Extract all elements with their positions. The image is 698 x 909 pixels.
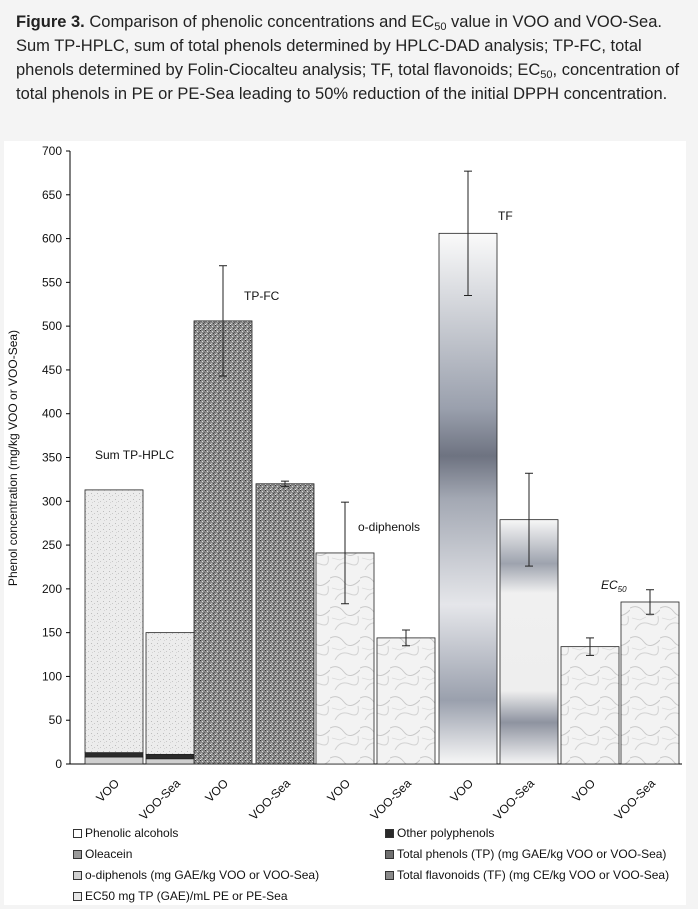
y-tick-label: 600 (42, 232, 62, 246)
caption-text-2: value in VOO and VOO-Sea. (446, 13, 662, 31)
y-tick-label: 700 (42, 144, 62, 158)
y-tick-label: 300 (42, 494, 62, 508)
legend-swatch (73, 828, 82, 838)
legend-swatch (73, 849, 82, 859)
bar (620, 601, 680, 765)
y-tick-label: 250 (42, 538, 62, 552)
caption-sub-2: 50 (540, 69, 553, 81)
legend-item: Total flavonoids (TF) (mg CE/kg VOO or V… (385, 868, 669, 882)
bar-segment (84, 756, 144, 765)
group-label: o-diphenols (358, 520, 420, 534)
bar-segment (84, 489, 144, 754)
y-tick-label: 650 (42, 188, 62, 202)
legend-item: Oleacein (73, 847, 132, 861)
y-tick-label: 100 (42, 669, 62, 683)
legend-item: EC50 mg TP (GAE)/mL PE or PE-Sea (73, 889, 288, 903)
legend-swatch (385, 828, 394, 838)
bar (560, 646, 620, 765)
legend-item: Total phenols (TP) (mg GAE/kg VOO or VOO… (385, 847, 666, 861)
legend-label: Oleacein (85, 847, 133, 861)
bar (255, 483, 315, 765)
y-tick-label: 0 (55, 757, 62, 771)
figure-caption: Figure 3. Comparison of phenolic concent… (16, 10, 686, 106)
legend-swatch (385, 849, 394, 859)
group-label: EC50 (601, 578, 627, 594)
y-tick-label: 400 (42, 407, 62, 421)
y-tick-label: 500 (42, 319, 62, 333)
legend-label: Other polyphenols (397, 826, 495, 840)
y-axis-label: Phenol concentration (mg/kg VOO or VOO-S… (6, 330, 20, 586)
legend-swatch (73, 891, 82, 901)
figure-label: Figure 3. (16, 13, 85, 31)
caption-sub-1: 50 (434, 21, 447, 33)
group-label: TF (498, 209, 513, 223)
y-tick-label: 150 (42, 626, 62, 640)
caption-text-4: , concentration of total phenols in PE o… (16, 61, 680, 103)
group-label: TP-FC (244, 289, 280, 303)
legend-swatch (385, 870, 394, 880)
y-tick-label: 550 (42, 275, 62, 289)
caption-text-3: Sum TP-HPLC, sum of total phenols determ… (16, 37, 642, 79)
y-tick-label: 450 (42, 363, 62, 377)
legend-label: Phenolic alcohols (85, 826, 179, 840)
bar-segment (84, 752, 144, 758)
legend-label: Total flavonoids (TF) (mg CE/kg VOO or V… (397, 868, 670, 882)
bar (376, 637, 436, 765)
legend-item: Other polyphenols (385, 826, 494, 840)
legend-label: Total phenols (TP) (mg GAE/kg VOO or VOO… (397, 847, 667, 861)
legend-item: Phenolic alcohols (73, 826, 178, 840)
legend-item: o-diphenols (mg GAE/kg VOO or VOO-Sea) (73, 868, 319, 882)
legend-label: EC50 mg TP (GAE)/mL PE or PE-Sea (85, 889, 288, 903)
legend-label: o-diphenols (mg GAE/kg VOO or VOO-Sea) (85, 868, 320, 882)
caption-text-1: Comparison of phenolic concentrations an… (84, 13, 435, 31)
group-labels: Sum TP-HPLC TP-FC o-diphenols TF EC50 (95, 209, 627, 594)
y-tick-label: 50 (49, 713, 63, 727)
bar (438, 232, 498, 765)
y-tick-label: 200 (42, 582, 62, 596)
bar (193, 320, 253, 765)
y-tick-label: 350 (42, 451, 62, 465)
group-label: Sum TP-HPLC (95, 448, 174, 462)
legend-swatch (73, 870, 82, 880)
